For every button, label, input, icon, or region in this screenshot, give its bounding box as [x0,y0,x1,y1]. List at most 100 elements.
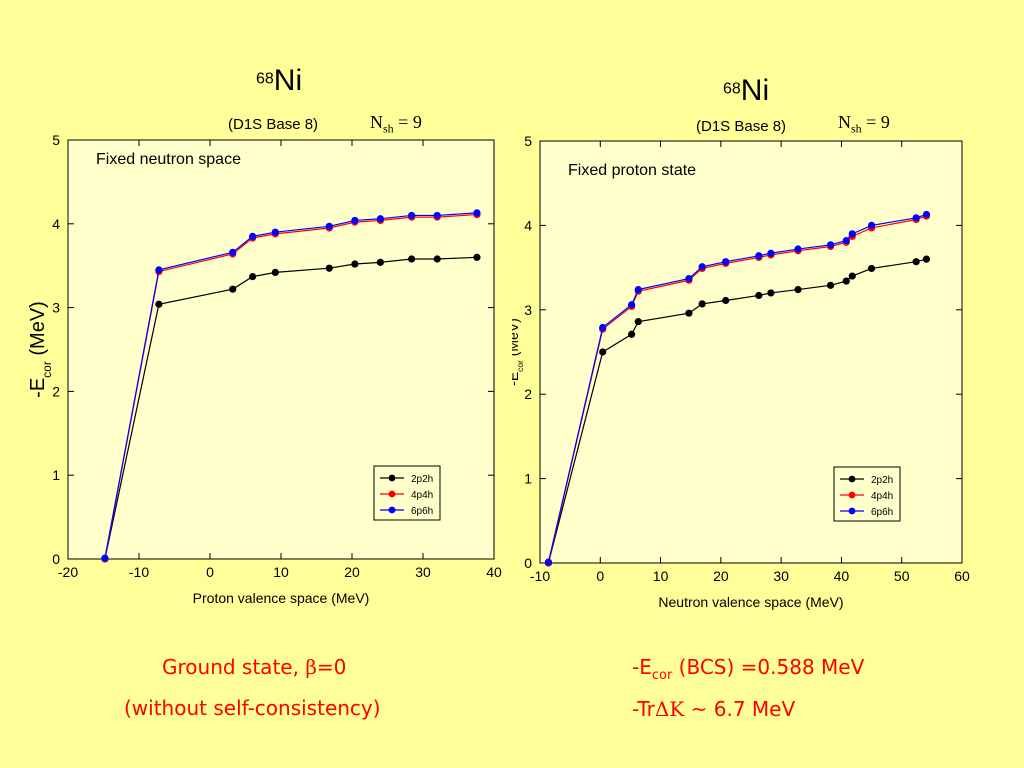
left-point-2p2h [351,260,359,268]
left-point-2p2h [376,258,384,266]
right-point-2p2h [794,285,802,294]
left-point-6p6h [229,248,237,256]
right-point-6p6h [544,558,553,566]
right-point-6p6h [628,301,636,309]
right-y-axis-label-sub: cor [515,360,525,372]
right-legend-label-2p2h: 2p2h [871,475,893,486]
left-x-tick-label: 10 [273,564,289,580]
left-point-6p6h [155,266,163,274]
right-y-axis-label-prefix: -E [512,372,521,386]
right-x-tick-label: 20 [713,568,729,584]
left-y-axis-label-tail: (MeV) [27,301,49,361]
right-point-6p6h [722,258,730,266]
right-x-tick-label: 10 [653,568,669,584]
right-y-tick-label: 0 [524,555,532,571]
beta-symbol: β [305,655,317,679]
right-point-2p2h [848,272,856,280]
right-x-tick-label: 0 [596,568,604,584]
right-y-axis-label-tail: (MeV) [512,318,521,360]
right-x-tick-label: 40 [834,568,850,584]
right-point-6p6h [826,241,835,249]
right-legend-label-4p4h: 4p4h [871,491,893,502]
right-point-2p2h [628,330,636,338]
right-mass-number: 68 [723,80,741,98]
right-point-2p2h [722,296,730,305]
left-x-tick-label: -20 [58,564,78,580]
right-point-6p6h [767,249,775,257]
right-point-6p6h [867,221,876,229]
left-y-axis-label-prefix: -E [27,378,49,398]
left-point-2p2h [229,285,237,293]
right-plot-area [539,140,963,564]
left-legend-marker-4p4h [388,490,396,498]
left-point-6p6h [473,209,481,217]
right-legend-marker-2p2h [848,475,856,483]
right-point-6p6h [912,214,920,222]
left-point-6p6h [249,232,257,240]
right-y-axis-label: -Ecor (MeV) [512,318,525,386]
left-y-tick-label: 3 [52,300,60,316]
left-annotation: Fixed neutron space [96,151,241,168]
left-point-6p6h [351,216,359,225]
right-point-2p2h [685,309,693,317]
left-point-6p6h [433,211,441,220]
right-point-6p6h [698,263,706,271]
right-x-tick-label: 60 [954,568,970,584]
left-x-tick-label: 0 [206,564,214,580]
left-point-6p6h [101,554,109,562]
left-y-axis-label-sub: cor [40,361,54,378]
left-legend-label-4p4h: 4p4h [411,490,433,501]
right-point-6p6h [685,274,693,283]
left-x-tick-label: 30 [415,564,431,580]
right-point-2p2h [755,291,763,300]
left-chart-subtitle: (D1S Base 8) [228,116,319,133]
left-point-2p2h [325,264,333,272]
right-chart-title: 68Ni [723,74,769,108]
right-point-6p6h [842,236,850,245]
left-point-6p6h [408,211,416,220]
ecor-bcs-note: -Ecor (BCS) =0.588 MeV [632,655,865,683]
right-point-2p2h [826,281,835,289]
right-x-tick-label: -10 [530,568,550,584]
left-chart: -20 -10 0 10 20 30 40 0 1 2 3 4 5 Fixed neutron space… [27,132,502,606]
right-legend-marker-4p4h [848,491,856,499]
left-legend [373,465,441,521]
right-chart-subtitle: (D1S Base 8) [696,118,787,135]
left-point-2p2h [155,300,163,308]
right-series-line-2p2h [547,258,927,564]
left-point-6p6h [325,222,333,230]
left-point-2p2h [249,272,257,281]
left-y-axis-label: -Ecor (MeV) [27,301,54,398]
trace-note: -TrΔΚ ~ 6.7 MeV [632,697,796,721]
right-point-6p6h [922,210,931,219]
left-point-6p6h [376,215,384,223]
right-nsh-label: Nsh = 9 [838,112,890,136]
right-y-tick-label: 2 [524,386,532,402]
left-point-6p6h [271,228,279,236]
right-legend-label-6p6h: 6p6h [871,507,893,518]
left-x-axis-label: Proton valence space (MeV) [193,590,370,606]
right-point-2p2h [922,255,931,263]
right-y-tick-label: 1 [524,471,532,487]
right-x-tick-label: 50 [894,568,910,584]
delta-kappa-symbol: ΔΚ [654,697,685,721]
right-series-line-4p4h [547,215,927,564]
left-point-2p2h [408,255,416,263]
left-point-2p2h [433,255,441,263]
right-annotation: Fixed proton state [568,162,696,179]
left-y-tick-label: 2 [52,383,60,399]
right-point-6p6h [848,230,856,238]
left-nsh-label: Nsh = 9 [370,112,422,136]
left-x-tick-label: 20 [344,564,360,580]
left-point-2p2h [473,253,481,261]
right-point-2p2h [698,300,706,308]
right-x-tick-label: 30 [773,568,789,584]
right-y-tick-label: 4 [524,217,532,233]
right-series-line-6p6h [547,213,927,563]
left-y-tick-label: 0 [52,551,60,567]
right-y-tick-label: 5 [524,133,532,149]
left-y-tick-label: 5 [52,132,60,148]
right-point-2p2h [912,258,920,266]
right-point-6p6h [755,252,763,260]
